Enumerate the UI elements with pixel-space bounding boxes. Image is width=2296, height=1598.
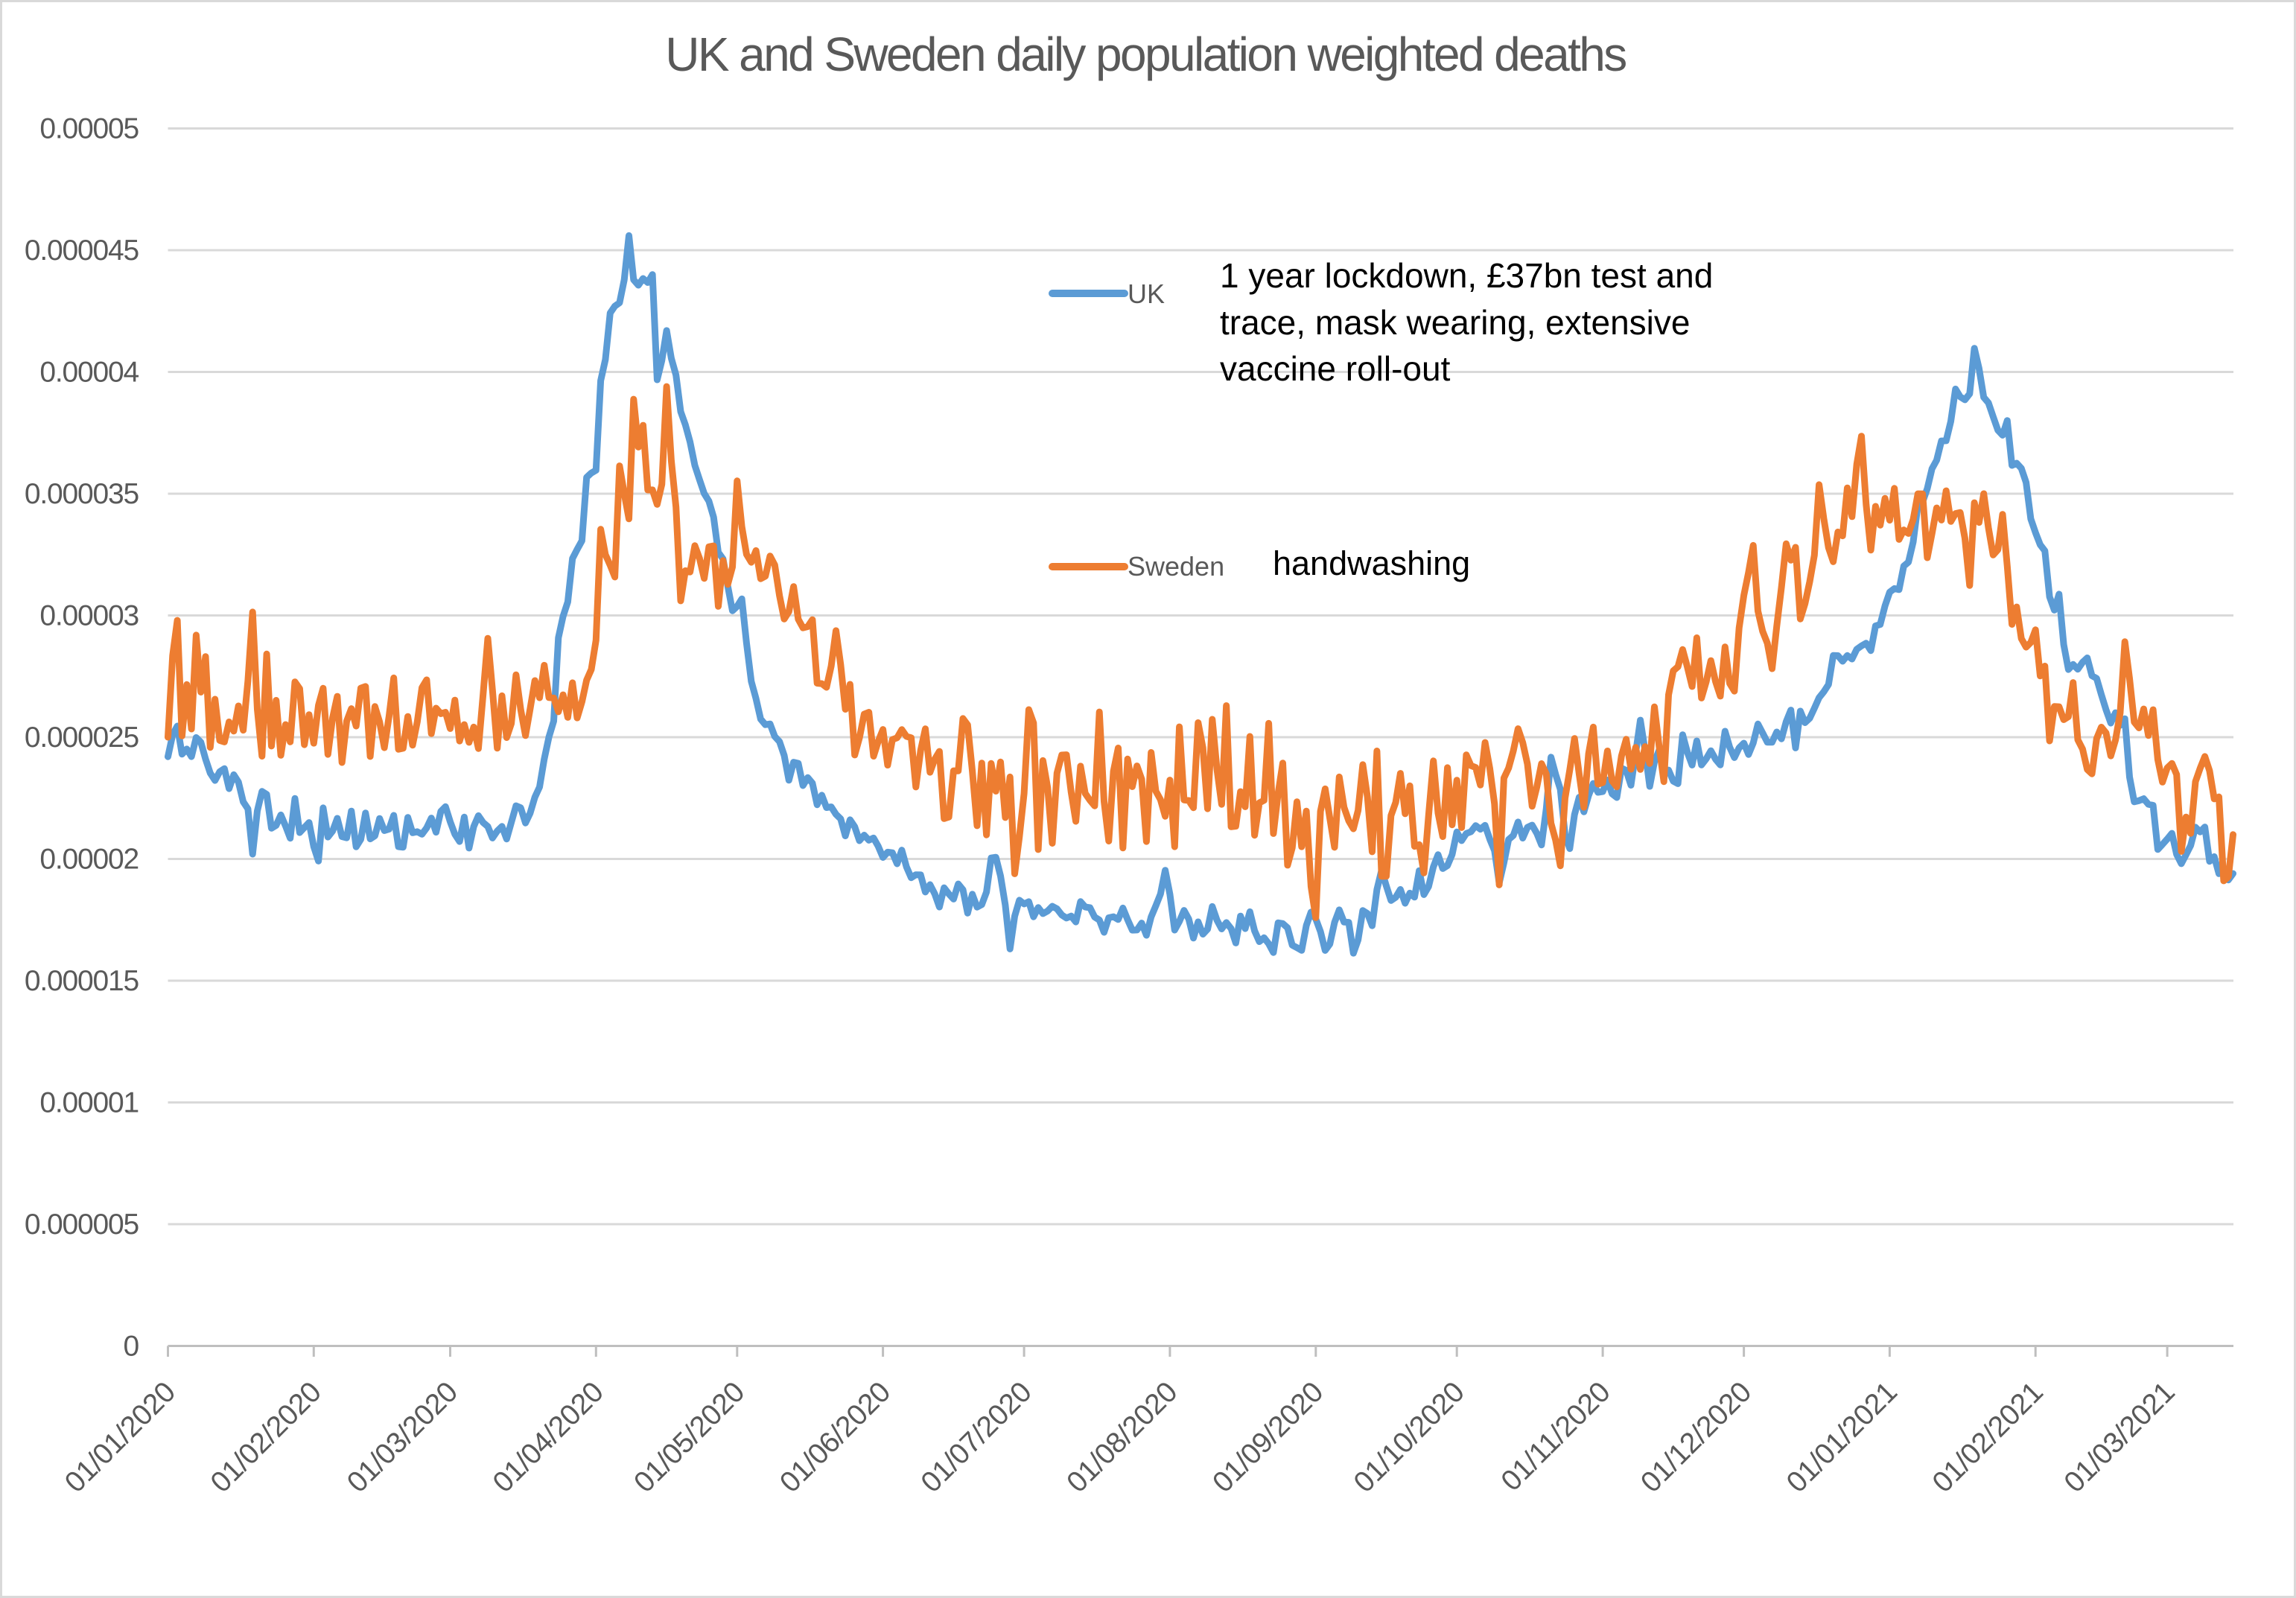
svg-text:0.00005: 0.00005 (39, 113, 139, 145)
svg-text:vaccine roll-out: vaccine roll-out (1220, 349, 1451, 388)
svg-text:UK: UK (1128, 278, 1165, 309)
svg-text:UK and Sweden daily population: UK and Sweden daily population weighted … (665, 28, 1626, 81)
svg-text:0.00003: 0.00003 (39, 600, 139, 632)
svg-text:0.00002: 0.00002 (39, 844, 139, 876)
svg-text:Sweden: Sweden (1128, 551, 1224, 582)
svg-text:1 year lockdown, £37bn test an: 1 year lockdown, £37bn test and (1220, 256, 1713, 295)
svg-text:0.000045: 0.000045 (25, 235, 139, 267)
svg-text:0: 0 (124, 1331, 139, 1363)
svg-text:trace, mask wearing, extensive: trace, mask wearing, extensive (1220, 303, 1691, 342)
svg-text:0.000005: 0.000005 (25, 1209, 139, 1241)
svg-text:0.000015: 0.000015 (25, 965, 139, 997)
svg-text:0.00004: 0.00004 (39, 357, 139, 389)
svg-text:0.000025: 0.000025 (25, 722, 139, 754)
svg-text:0.000035: 0.000035 (25, 478, 139, 510)
svg-text:handwashing: handwashing (1273, 544, 1470, 582)
svg-text:0.00001: 0.00001 (39, 1087, 139, 1119)
